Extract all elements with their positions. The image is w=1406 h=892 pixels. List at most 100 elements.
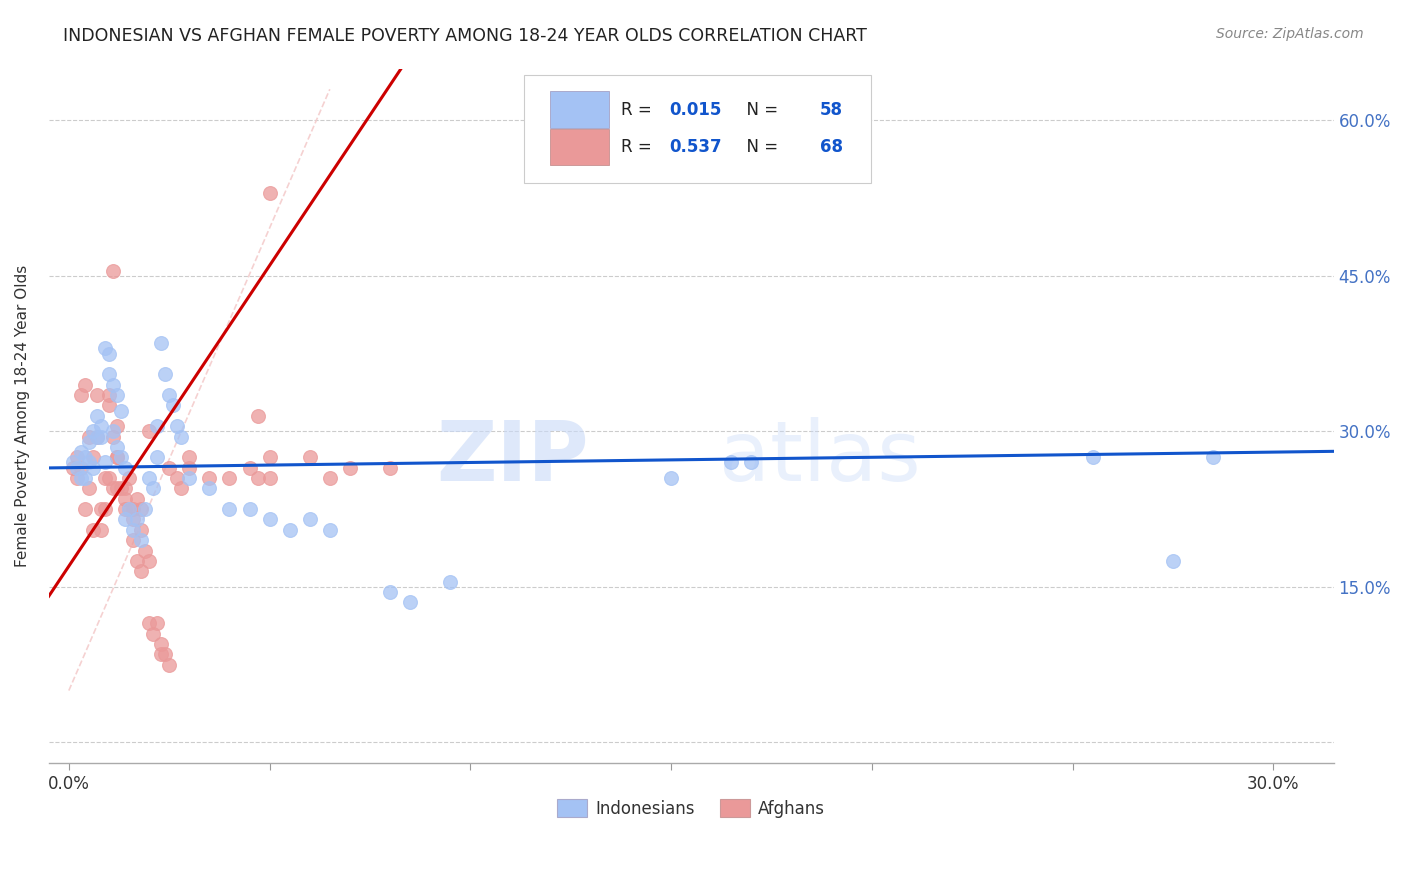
Point <box>86 409 108 423</box>
Y-axis label: Female Poverty Among 18-24 Year Olds: Female Poverty Among 18-24 Year Olds <box>15 265 30 567</box>
Point <box>90 429 112 443</box>
FancyBboxPatch shape <box>550 129 609 165</box>
Text: 0.537: 0.537 <box>669 138 721 156</box>
Point <box>86 429 108 443</box>
Point <box>86 388 108 402</box>
Point <box>138 471 160 485</box>
Text: 58: 58 <box>820 101 842 119</box>
Point <box>740 455 762 469</box>
Point <box>105 450 128 465</box>
Point <box>339 460 361 475</box>
Point <box>150 336 173 351</box>
Point <box>319 523 342 537</box>
Point <box>170 429 193 443</box>
Text: 68: 68 <box>820 138 842 156</box>
Point <box>166 419 188 434</box>
Point <box>70 471 93 485</box>
Point <box>82 425 104 439</box>
Point <box>73 471 96 485</box>
Point <box>298 512 321 526</box>
Point <box>82 460 104 475</box>
Point <box>90 502 112 516</box>
Text: R =: R = <box>620 138 657 156</box>
Point <box>70 460 93 475</box>
Point <box>118 502 141 516</box>
Point <box>94 471 117 485</box>
Point <box>1161 554 1184 568</box>
Point <box>101 425 124 439</box>
Point <box>179 471 201 485</box>
Legend: Indonesians, Afghans: Indonesians, Afghans <box>550 793 832 824</box>
Point <box>114 460 136 475</box>
Point <box>198 471 221 485</box>
Point <box>127 512 149 526</box>
Point <box>122 512 145 526</box>
Point <box>259 512 281 526</box>
Point <box>179 450 201 465</box>
Point <box>166 471 188 485</box>
Point <box>77 455 100 469</box>
Point <box>146 419 169 434</box>
Point <box>129 533 152 548</box>
Text: atlas: atlas <box>718 417 921 498</box>
Point <box>319 471 342 485</box>
Point <box>98 368 121 382</box>
Point <box>170 482 193 496</box>
FancyBboxPatch shape <box>550 92 609 128</box>
Point <box>98 399 121 413</box>
Point <box>127 491 149 506</box>
Point <box>110 403 132 417</box>
Point <box>114 502 136 516</box>
Point <box>118 502 141 516</box>
Point <box>62 455 84 469</box>
Point <box>110 482 132 496</box>
Point <box>101 482 124 496</box>
Point <box>134 502 156 516</box>
Point <box>66 450 89 465</box>
Point <box>278 523 301 537</box>
Point <box>259 450 281 465</box>
Point <box>101 429 124 443</box>
Point <box>146 450 169 465</box>
Point <box>129 502 152 516</box>
Point <box>70 445 93 459</box>
Point <box>73 450 96 465</box>
Point <box>298 450 321 465</box>
Point <box>1202 450 1225 465</box>
Point <box>114 482 136 496</box>
Point <box>1081 450 1104 465</box>
Point <box>142 626 165 640</box>
Point <box>146 616 169 631</box>
Point <box>73 502 96 516</box>
Point <box>378 585 401 599</box>
Point <box>118 471 141 485</box>
Point <box>82 450 104 465</box>
Point <box>98 471 121 485</box>
Text: INDONESIAN VS AFGHAN FEMALE POVERTY AMONG 18-24 YEAR OLDS CORRELATION CHART: INDONESIAN VS AFGHAN FEMALE POVERTY AMON… <box>63 27 868 45</box>
Point <box>138 616 160 631</box>
Point <box>378 460 401 475</box>
Point <box>105 440 128 454</box>
Point <box>439 574 461 589</box>
Point <box>246 409 269 423</box>
Point <box>101 377 124 392</box>
Text: R =: R = <box>620 101 657 119</box>
Point <box>105 388 128 402</box>
Point <box>142 482 165 496</box>
Text: N =: N = <box>737 101 783 119</box>
Text: 0.015: 0.015 <box>669 101 721 119</box>
Point <box>70 388 93 402</box>
Point <box>399 595 422 609</box>
Point <box>659 471 682 485</box>
Point <box>86 429 108 443</box>
Point <box>129 523 152 537</box>
Point <box>122 502 145 516</box>
Point <box>94 455 117 469</box>
Point <box>122 523 145 537</box>
Point <box>90 523 112 537</box>
Point <box>105 450 128 465</box>
Point <box>138 554 160 568</box>
Point <box>94 342 117 356</box>
Point <box>720 455 742 469</box>
Point <box>90 419 112 434</box>
